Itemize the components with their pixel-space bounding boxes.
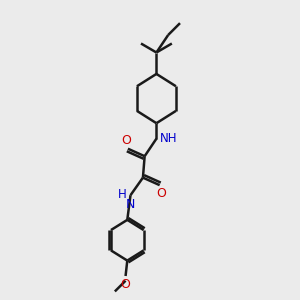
Text: N: N <box>125 198 135 211</box>
Text: H: H <box>118 188 126 201</box>
Text: NH: NH <box>160 132 178 145</box>
Text: O: O <box>121 278 130 291</box>
Text: O: O <box>121 134 131 147</box>
Text: O: O <box>156 187 166 200</box>
